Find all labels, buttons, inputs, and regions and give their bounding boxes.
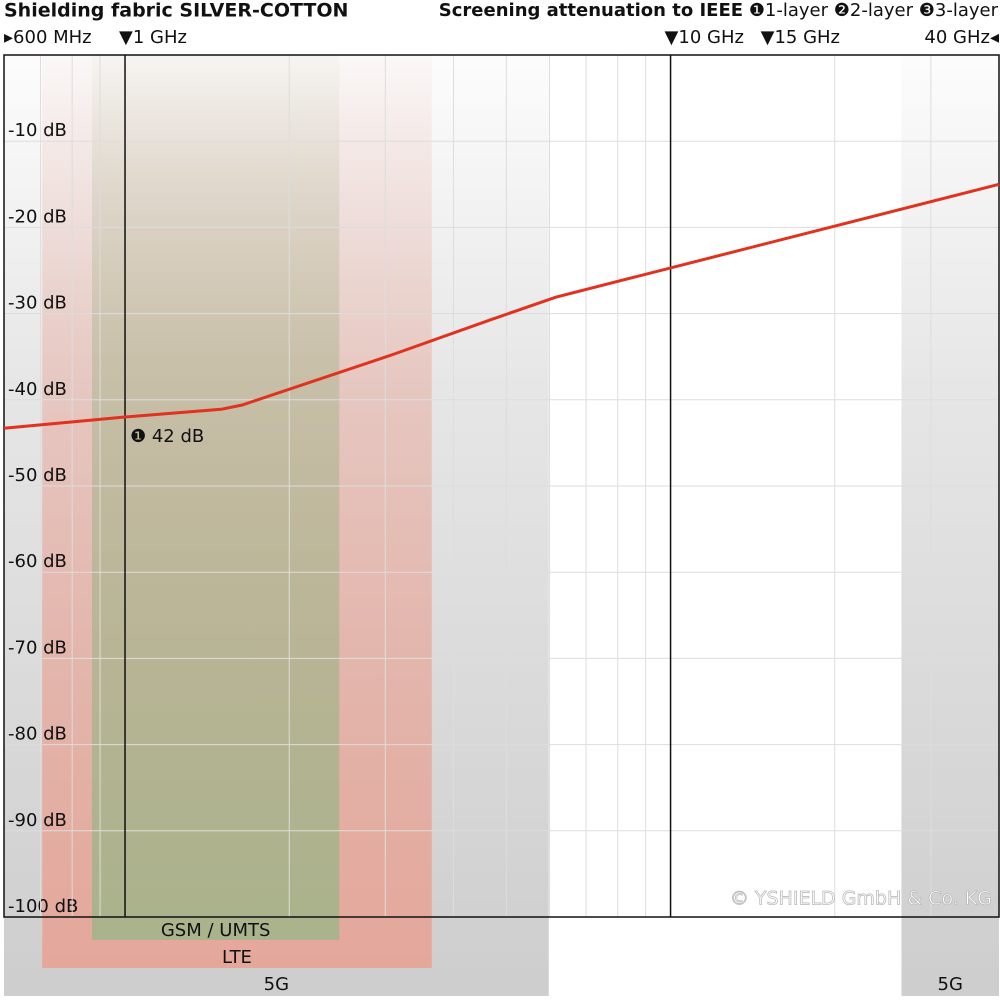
band-label: GSM / UMTS xyxy=(161,920,271,941)
y-tick-label: -80 dB xyxy=(8,724,67,745)
copyright: © YSHIELD GmbH & Co. KG xyxy=(730,888,992,910)
band xyxy=(901,55,999,996)
layer-label: ❷2-layer xyxy=(834,0,914,21)
x-tick-label: ▸600 MHz xyxy=(4,27,92,48)
y-tick-label: -50 dB xyxy=(8,465,67,486)
plot-border xyxy=(3,54,1000,918)
subtitle: Screening attenuation to IEEE xyxy=(439,0,743,21)
y-tick-label: -90 dB xyxy=(8,810,67,831)
y-tick-label: -60 dB xyxy=(8,551,67,572)
x-tick-label: 40 GHz◂ xyxy=(924,27,999,48)
y-tick-label: -100 dB xyxy=(8,896,78,917)
x-tick-label: ▼1 GHz xyxy=(119,27,187,48)
y-tick-label: -40 dB xyxy=(8,379,67,400)
band-label: LTE xyxy=(222,947,252,968)
y-tick-label: -30 dB xyxy=(8,293,67,314)
band-label: 5G xyxy=(938,974,963,995)
y-tick-label: -10 dB xyxy=(8,120,67,141)
layer-label: ❶1-layer xyxy=(749,0,829,21)
layer-label: ❸3-layer xyxy=(919,0,999,21)
chart-subtitle: Screening attenuation to IEEE ❶1-layer ❷… xyxy=(439,0,999,21)
y-tick-label: -70 dB xyxy=(8,637,67,658)
y-tick-label: -20 dB xyxy=(8,206,67,227)
band-label: 5G xyxy=(264,974,289,995)
chart-title: Shielding fabric SILVER-COTTON xyxy=(4,0,348,22)
annotation: ❶ 42 dB xyxy=(130,426,204,447)
x-tick-label: ▼15 GHz xyxy=(761,27,840,48)
band xyxy=(92,55,340,940)
x-tick-label: ▼10 GHz xyxy=(665,27,744,48)
line xyxy=(3,182,1000,430)
